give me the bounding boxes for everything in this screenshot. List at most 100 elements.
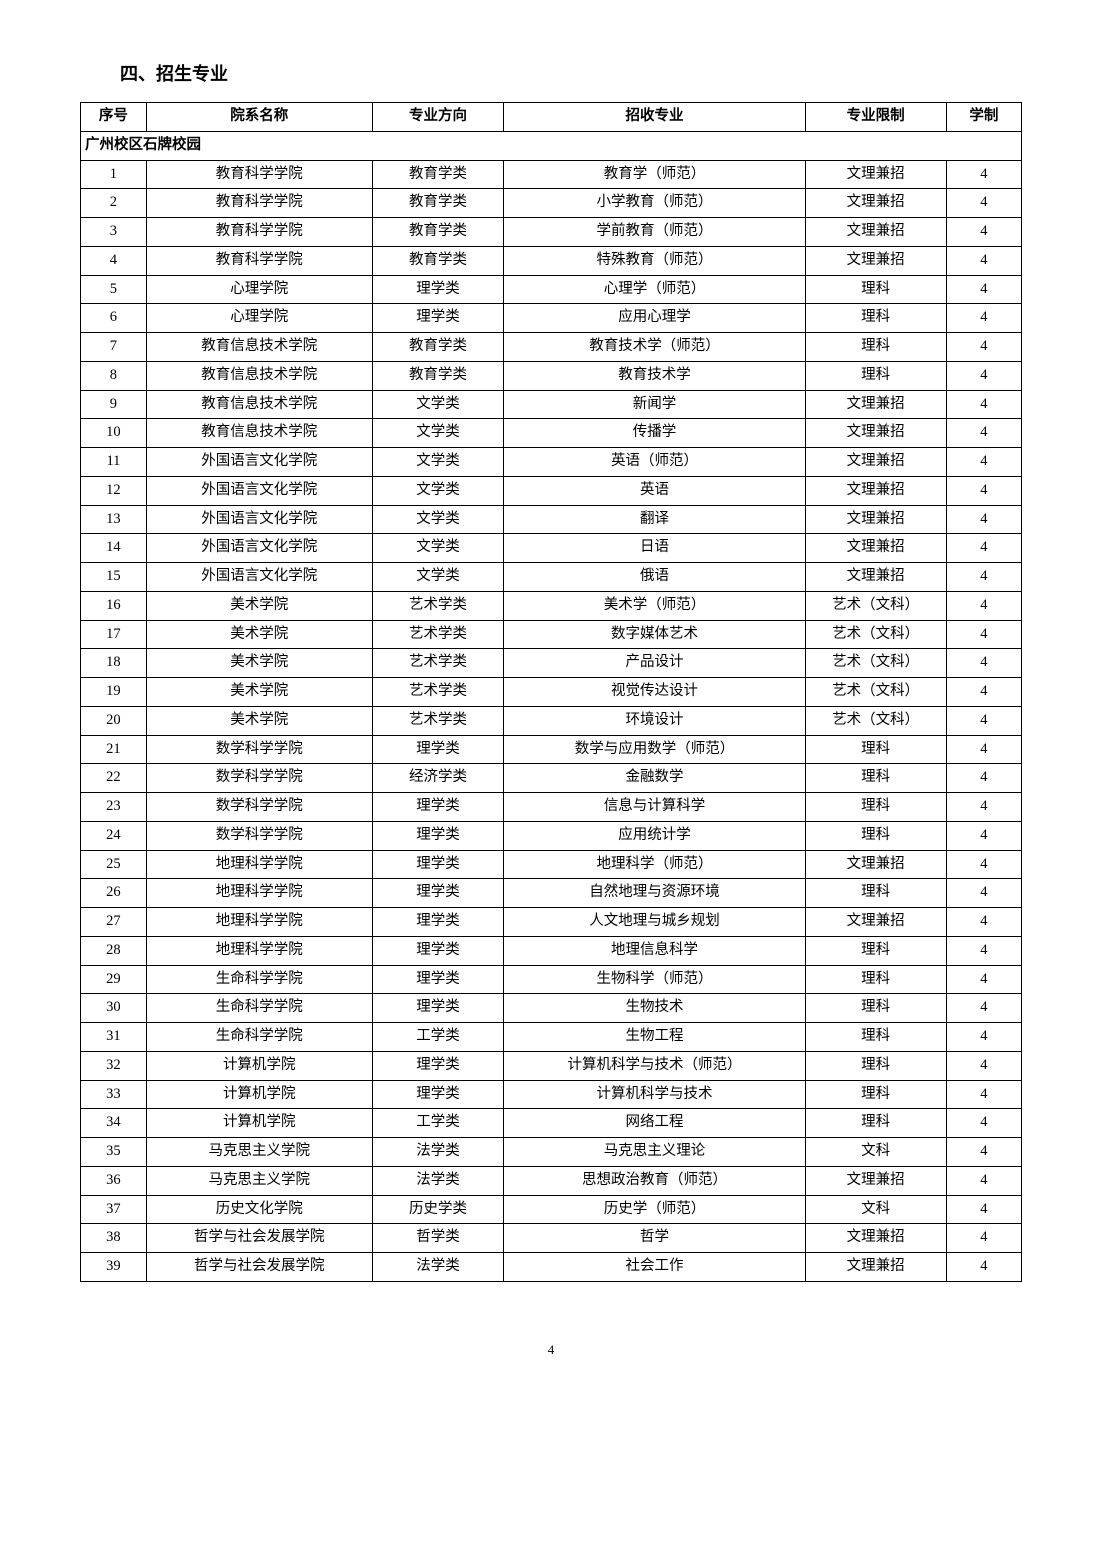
- table-row: 22数学科学学院经济学类金融数学理科4: [81, 764, 1022, 793]
- table-cell: 25: [81, 850, 147, 879]
- table-cell: 外国语言文化学院: [146, 476, 372, 505]
- table-cell: 20: [81, 706, 147, 735]
- table-cell: 理科: [805, 879, 946, 908]
- table-cell: 文学类: [372, 476, 504, 505]
- table-cell: 心理学院: [146, 275, 372, 304]
- table-cell: 文理兼招: [805, 476, 946, 505]
- table-cell: 文科: [805, 1138, 946, 1167]
- table-row: 15外国语言文化学院文学类俄语文理兼招4: [81, 563, 1022, 592]
- table-cell: 4: [946, 735, 1021, 764]
- table-cell: 特殊教育（师范）: [504, 246, 805, 275]
- table-cell: 环境设计: [504, 706, 805, 735]
- table-cell: 理科: [805, 821, 946, 850]
- table-cell: 艺术学类: [372, 706, 504, 735]
- table-row: 8教育信息技术学院教育学类教育技术学理科4: [81, 361, 1022, 390]
- table-cell: 27: [81, 908, 147, 937]
- table-cell: 艺术（文科）: [805, 620, 946, 649]
- table-cell: 4: [946, 936, 1021, 965]
- table-row: 38哲学与社会发展学院哲学类哲学文理兼招4: [81, 1224, 1022, 1253]
- table-cell: 教育科学学院: [146, 218, 372, 247]
- col-header-years: 学制: [946, 103, 1021, 132]
- table-row: 35马克思主义学院法学类马克思主义理论文科4: [81, 1138, 1022, 1167]
- table-cell: 视觉传达设计: [504, 678, 805, 707]
- table-cell: 17: [81, 620, 147, 649]
- table-cell: 1: [81, 160, 147, 189]
- table-row: 36马克思主义学院法学类思想政治教育（师范）文理兼招4: [81, 1166, 1022, 1195]
- table-cell: 理科: [805, 1023, 946, 1052]
- table-cell: 32: [81, 1051, 147, 1080]
- table-cell: 英语: [504, 476, 805, 505]
- table-cell: 理科: [805, 793, 946, 822]
- table-cell: 4: [946, 419, 1021, 448]
- table-cell: 马克思主义学院: [146, 1166, 372, 1195]
- table-cell: 工学类: [372, 1023, 504, 1052]
- table-cell: 理科: [805, 735, 946, 764]
- table-cell: 理科: [805, 936, 946, 965]
- table-cell: 哲学类: [372, 1224, 504, 1253]
- table-cell: 24: [81, 821, 147, 850]
- table-cell: 网络工程: [504, 1109, 805, 1138]
- col-header-major: 招收专业: [504, 103, 805, 132]
- table-cell: 教育学类: [372, 333, 504, 362]
- table-cell: 4: [946, 821, 1021, 850]
- table-row: 9教育信息技术学院文学类新闻学文理兼招4: [81, 390, 1022, 419]
- table-cell: 文理兼招: [805, 563, 946, 592]
- table-cell: 地理信息科学: [504, 936, 805, 965]
- table-cell: 文科: [805, 1195, 946, 1224]
- table-cell: 4: [946, 361, 1021, 390]
- table-cell: 文理兼招: [805, 390, 946, 419]
- col-header-num: 序号: [81, 103, 147, 132]
- table-row: 1教育科学学院教育学类教育学（师范）文理兼招4: [81, 160, 1022, 189]
- table-cell: 33: [81, 1080, 147, 1109]
- table-cell: 31: [81, 1023, 147, 1052]
- table-cell: 4: [946, 1253, 1021, 1282]
- table-cell: 4: [946, 620, 1021, 649]
- table-cell: 生命科学学院: [146, 1023, 372, 1052]
- table-cell: 10: [81, 419, 147, 448]
- table-cell: 4: [946, 1138, 1021, 1167]
- table-cell: 生命科学学院: [146, 994, 372, 1023]
- table-cell: 4: [946, 1109, 1021, 1138]
- table-cell: 理学类: [372, 793, 504, 822]
- table-cell: 4: [946, 1195, 1021, 1224]
- table-cell: 35: [81, 1138, 147, 1167]
- table-cell: 13: [81, 505, 147, 534]
- table-cell: 艺术（文科）: [805, 591, 946, 620]
- table-cell: 自然地理与资源环境: [504, 879, 805, 908]
- table-cell: 英语（师范）: [504, 448, 805, 477]
- table-cell: 文学类: [372, 419, 504, 448]
- table-cell: 美术学院: [146, 678, 372, 707]
- table-row: 3教育科学学院教育学类学前教育（师范）文理兼招4: [81, 218, 1022, 247]
- section-title: 四、招生专业: [120, 60, 1022, 86]
- table-cell: 教育信息技术学院: [146, 390, 372, 419]
- table-row: 7教育信息技术学院教育学类教育技术学（师范）理科4: [81, 333, 1022, 362]
- table-cell: 理学类: [372, 936, 504, 965]
- table-cell: 22: [81, 764, 147, 793]
- table-row: 2教育科学学院教育学类小学教育（师范）文理兼招4: [81, 189, 1022, 218]
- table-cell: 4: [946, 476, 1021, 505]
- table-cell: 日语: [504, 534, 805, 563]
- table-cell: 14: [81, 534, 147, 563]
- table-cell: 30: [81, 994, 147, 1023]
- table-cell: 法学类: [372, 1166, 504, 1195]
- campus-header-cell: 广州校区石牌校园: [81, 131, 1022, 160]
- table-cell: 教育技术学: [504, 361, 805, 390]
- table-cell: 7: [81, 333, 147, 362]
- table-cell: 9: [81, 390, 147, 419]
- table-cell: 理学类: [372, 821, 504, 850]
- table-cell: 理学类: [372, 304, 504, 333]
- table-cell: 社会工作: [504, 1253, 805, 1282]
- table-cell: 文理兼招: [805, 908, 946, 937]
- table-cell: 理科: [805, 965, 946, 994]
- table-cell: 4: [946, 390, 1021, 419]
- table-row: 12外国语言文化学院文学类英语文理兼招4: [81, 476, 1022, 505]
- table-cell: 教育学类: [372, 361, 504, 390]
- table-cell: 16: [81, 591, 147, 620]
- table-cell: 4: [946, 1080, 1021, 1109]
- table-cell: 数学科学学院: [146, 821, 372, 850]
- table-cell: 36: [81, 1166, 147, 1195]
- col-header-limit: 专业限制: [805, 103, 946, 132]
- table-cell: 4: [946, 160, 1021, 189]
- table-cell: 3: [81, 218, 147, 247]
- table-row: 27地理科学学院理学类人文地理与城乡规划文理兼招4: [81, 908, 1022, 937]
